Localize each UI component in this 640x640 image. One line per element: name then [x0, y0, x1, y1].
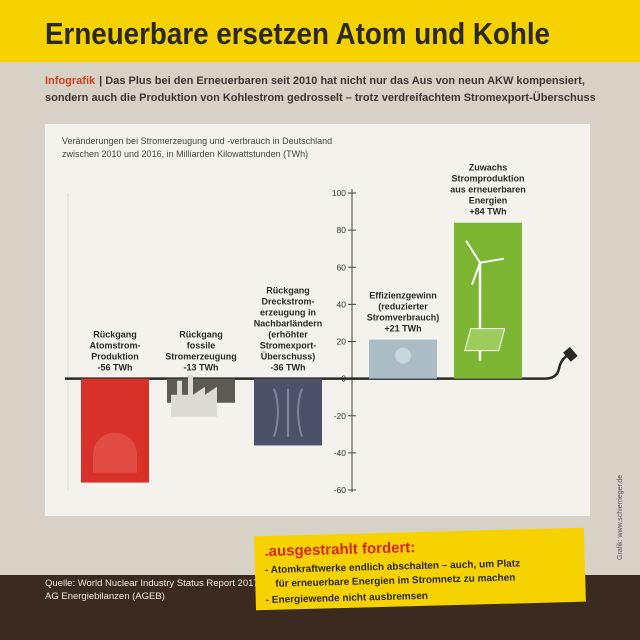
category-label: Stromerzeugung [165, 352, 237, 362]
category-label: Energien [469, 196, 508, 206]
category-label: Rückgang [179, 330, 223, 340]
category-label: (erhöhter [268, 330, 308, 340]
bulb-icon [395, 347, 411, 364]
y-tick-label: 40 [337, 299, 347, 309]
callout-heading: .ausgestrahlt fordert: [264, 539, 415, 560]
y-tick-label: -40 [334, 448, 347, 458]
category-label: Rückgang [93, 330, 137, 340]
credit: Grafik: www.schierrieger.de [617, 475, 624, 560]
category-label: Rückgang [266, 286, 310, 296]
reactor-icon [93, 432, 137, 473]
category-label: Stromproduktion [452, 174, 525, 184]
category-label: aus erneuerbaren [450, 185, 526, 195]
category-label: Dreckstrom- [261, 297, 314, 307]
source: AG Energiebilanzen (AGEB) [45, 591, 165, 602]
intro-text: | Das Plus bei den Erneuerbaren seit 201… [99, 75, 585, 87]
intro-line: Infografik | Das Plus bei den Erneuerbare… [45, 75, 585, 87]
category-label: Überschuss) [261, 352, 316, 362]
plug [563, 346, 578, 362]
chart-subtitle: zwischen 2010 und 2016, in Milliarden Ki… [62, 149, 308, 159]
y-tick-label: -60 [334, 485, 347, 495]
category-label: Effizienzgewinn [369, 291, 437, 301]
solar-panel [464, 328, 506, 352]
flow-icon [273, 388, 303, 437]
value-label: -36 TWh [271, 363, 306, 373]
category-label: Nachbarländern [254, 319, 323, 329]
category-label: Stromverbrauch) [367, 313, 440, 323]
value-label: +84 TWh [469, 207, 506, 217]
category-label: Atomstrom- [90, 341, 141, 351]
chart-subtitle: Veränderungen bei Stromerzeugung und -ve… [62, 136, 332, 146]
plot: Veränderungen bei Stromerzeugung und -ve… [62, 136, 578, 495]
y-tick-label: 20 [337, 337, 347, 347]
callout: .ausgestrahlt fordert: - Atomkraftwerke … [254, 527, 586, 611]
category-label: Produktion [91, 352, 139, 362]
source: Quelle: World Nuclear Industry Status Re… [45, 578, 261, 589]
y-tick-label: 100 [332, 188, 346, 198]
y-tick-label: 60 [337, 262, 347, 272]
value-label: +21 TWh [384, 324, 421, 334]
category-label: Stromexport- [260, 341, 317, 351]
cable [544, 353, 570, 380]
title: Erneuerbare ersetzen Atom und Kohle [45, 16, 550, 51]
callout-bullet: - Energiewende nicht ausbremsen [266, 591, 428, 606]
intro-line: sondern auch die Produktion von Kohlestr… [45, 91, 596, 104]
bar [454, 222, 522, 379]
category-label: (reduzierter [378, 302, 428, 312]
callout-box [254, 527, 586, 611]
header-band [0, 0, 640, 62]
turbine-blades [465, 240, 505, 286]
intro-tag: Infografik [45, 75, 96, 87]
value-label: -13 TWh [184, 363, 219, 373]
category-label: Zuwachs [469, 163, 508, 173]
value-label: -56 TWh [98, 363, 133, 373]
y-tick-label: 80 [337, 225, 347, 235]
y-tick-label: -20 [334, 411, 347, 421]
category-label: erzeugung in [260, 308, 316, 318]
category-label: fossile [187, 341, 216, 351]
factory-icon [171, 374, 217, 417]
